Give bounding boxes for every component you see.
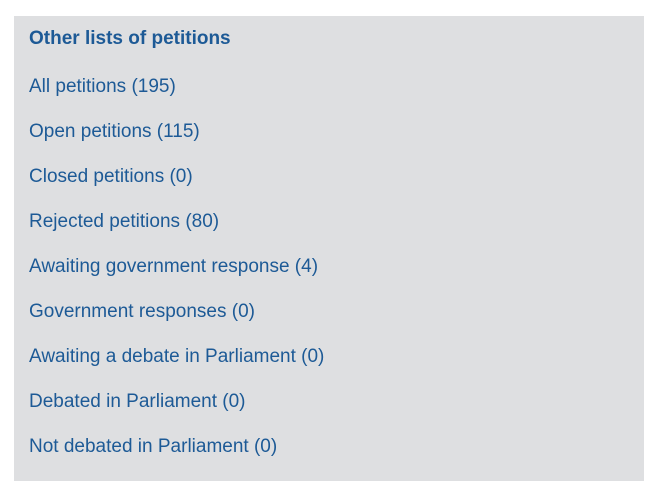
list-item: Government responses (0)	[29, 302, 629, 347]
list-item: Closed petitions (0)	[29, 167, 629, 212]
petition-list-links: All petitions (195) Open petitions (115)…	[29, 77, 629, 482]
panel-title: Other lists of petitions	[29, 28, 231, 49]
debated-in-parliament-link[interactable]: Debated in Parliament (0)	[29, 391, 246, 412]
list-item: All petitions (195)	[29, 77, 629, 122]
list-item: Open petitions (115)	[29, 122, 629, 167]
not-debated-in-parliament-link[interactable]: Not debated in Parliament (0)	[29, 436, 278, 457]
all-petitions-link[interactable]: All petitions (195)	[29, 76, 176, 97]
awaiting-debate-link[interactable]: Awaiting a debate in Parliament (0)	[29, 346, 325, 367]
open-petitions-link[interactable]: Open petitions (115)	[29, 121, 200, 142]
closed-petitions-link[interactable]: Closed petitions (0)	[29, 166, 193, 187]
awaiting-government-response-link[interactable]: Awaiting government response (4)	[29, 256, 319, 277]
list-item: Awaiting government response (4)	[29, 257, 629, 302]
list-item: Awaiting a debate in Parliament (0)	[29, 347, 629, 392]
list-item: Debated in Parliament (0)	[29, 392, 629, 437]
list-item: Rejected petitions (80)	[29, 212, 629, 257]
rejected-petitions-link[interactable]: Rejected petitions (80)	[29, 211, 220, 232]
government-responses-link[interactable]: Government responses (0)	[29, 301, 255, 322]
list-item: Not debated in Parliament (0)	[29, 437, 629, 482]
other-petition-lists-panel: Other lists of petitions All petitions (…	[14, 16, 644, 481]
